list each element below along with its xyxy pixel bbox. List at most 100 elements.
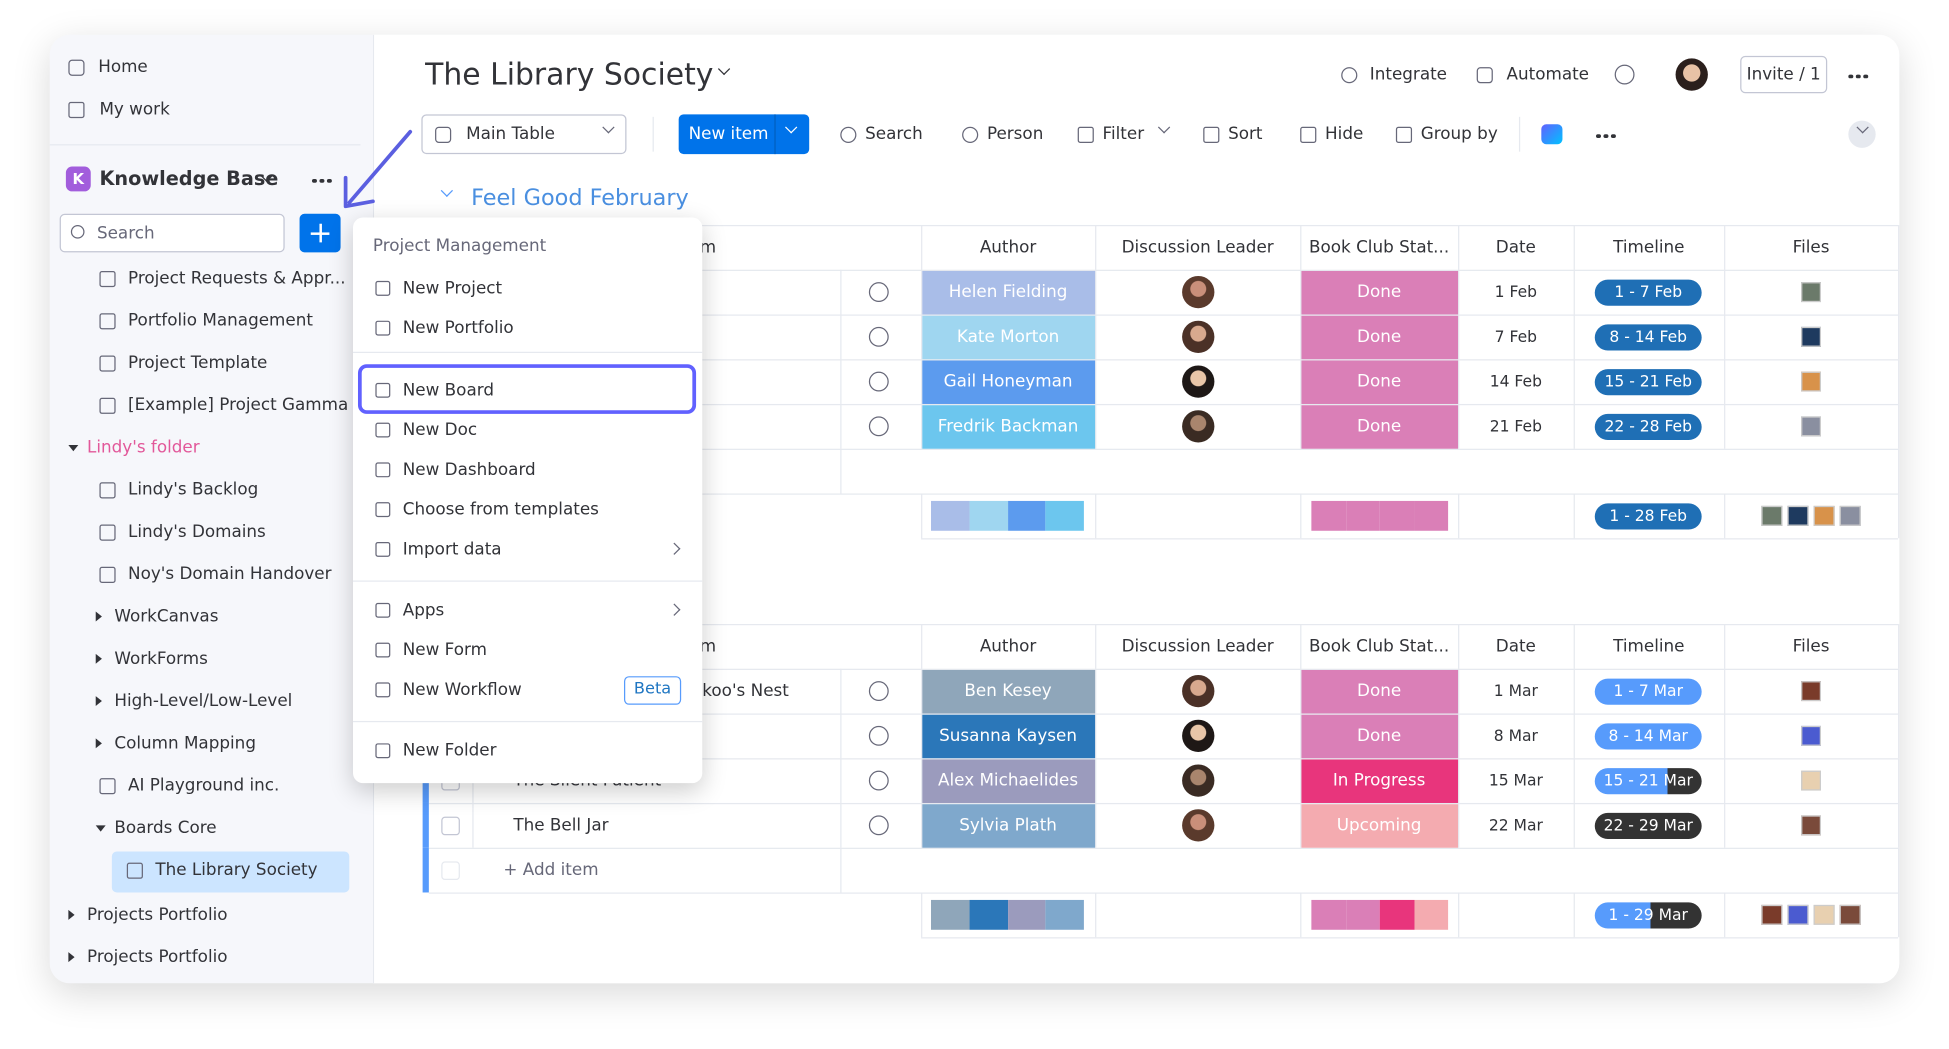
- summary-status: [1345, 500, 1380, 531]
- conversation-icon[interactable]: [868, 282, 889, 303]
- new-item: New item: [688, 124, 769, 145]
- menu-item[interactable]: New Doc: [402, 420, 478, 441]
- leader-avatar: [1182, 410, 1215, 443]
- search-box[interactable]: [59, 213, 285, 253]
- invite-button[interactable]: [1740, 55, 1828, 94]
- dot: [1848, 73, 1853, 79]
- toolbar-tool[interactable]: Hide: [1325, 124, 1364, 145]
- sidebar-board[interactable]: Lindy's Domains: [128, 522, 266, 542]
- sidebar-board[interactable]: Lindy's Backlog: [128, 479, 259, 500]
- divider: [1724, 623, 1726, 669]
- conversation-icon[interactable]: [868, 725, 889, 746]
- timeline: 15 - 21 Mar: [1603, 770, 1693, 790]
- conversation-icon[interactable]: [868, 681, 889, 702]
- item-name[interactable]: The Bell Jar: [513, 815, 609, 836]
- divider: [840, 713, 842, 759]
- toolbar-tool[interactable]: Search: [865, 124, 923, 145]
- divider: [1724, 493, 1726, 539]
- nav-home[interactable]: Home: [98, 57, 148, 78]
- conversation-icon[interactable]: [868, 326, 889, 347]
- sidebar-board[interactable]: Portfolio Management: [128, 310, 313, 331]
- toolbar-tool[interactable]: Filter: [1102, 124, 1145, 145]
- conversation-icon[interactable]: [868, 371, 889, 392]
- icon: [99, 777, 116, 794]
- sidebar-board[interactable]: Project Template: [128, 353, 268, 373]
- conversation-icon[interactable]: [868, 416, 889, 437]
- expander[interactable]: [95, 611, 102, 622]
- toolbar-tool[interactable]: Person: [986, 124, 1044, 145]
- sidebar-folder[interactable]: High-Level/Low-Level: [114, 691, 293, 711]
- column-header: Author: [979, 237, 1037, 258]
- expander[interactable]: [95, 825, 106, 832]
- column-header: Author: [979, 636, 1037, 657]
- menu-item[interactable]: New Portfolio: [402, 318, 514, 339]
- menu-item[interactable]: Choose from templates: [402, 499, 599, 520]
- menu-item[interactable]: New Board: [402, 380, 494, 401]
- group-title[interactable]: Feel Good February: [471, 185, 689, 212]
- item-name[interactable]: koo's Nest: [702, 681, 789, 702]
- ai-logo[interactable]: [1541, 124, 1563, 145]
- menu-item[interactable]: New Form: [402, 640, 487, 661]
- toolbar-tool[interactable]: Sort: [1228, 124, 1263, 145]
- sidebar-board[interactable]: AI Playground inc.: [128, 775, 280, 796]
- timeline: 22 - 29 Mar: [1603, 815, 1693, 835]
- integrate[interactable]: Integrate: [1369, 64, 1448, 85]
- expander[interactable]: [95, 738, 102, 749]
- divider: [1573, 668, 1575, 714]
- add-item[interactable]: + Add item: [503, 860, 599, 881]
- divider: [1095, 493, 1097, 539]
- divider: [1458, 269, 1460, 315]
- sidebar-board[interactable]: The Library Society: [155, 860, 318, 881]
- divider: [921, 314, 923, 360]
- updates-icon[interactable]: [1614, 64, 1635, 85]
- selected-item: [111, 851, 350, 893]
- workspace-name[interactable]: Knowledge Base: [99, 167, 279, 191]
- sidebar-folder[interactable]: Projects Portfolio: [87, 904, 228, 925]
- divider: [1573, 403, 1575, 449]
- menu-item[interactable]: New Project: [402, 278, 503, 299]
- sidebar-folder[interactable]: Projects Portfolio: [87, 947, 228, 968]
- icon: [126, 862, 143, 879]
- divider: [1518, 116, 1521, 152]
- new-item-button[interactable]: [678, 114, 810, 155]
- menu-item[interactable]: New Folder: [402, 740, 497, 761]
- nav-my-work[interactable]: My work: [99, 99, 170, 120]
- menu-item[interactable]: New Dashboard: [402, 459, 536, 480]
- leader-avatar: [1182, 719, 1215, 753]
- checkbox[interactable]: [441, 816, 460, 836]
- divider: [1300, 713, 1302, 759]
- toolbar-tool[interactable]: Group by: [1420, 124, 1498, 145]
- collapse-button[interactable]: [1848, 120, 1876, 148]
- sidebar-folder[interactable]: Column Mapping: [114, 733, 256, 754]
- conversation-icon[interactable]: [868, 815, 889, 836]
- view-select[interactable]: [421, 114, 627, 155]
- expander[interactable]: [95, 696, 102, 707]
- sidebar-board[interactable]: Noy's Domain Handover: [128, 564, 332, 585]
- sidebar-folder[interactable]: WorkCanvas: [114, 606, 219, 627]
- divider: [1724, 403, 1726, 449]
- divider: [1898, 892, 1900, 938]
- expander[interactable]: [68, 444, 79, 452]
- expander[interactable]: [95, 653, 102, 664]
- author: Helen Fielding: [948, 282, 1068, 303]
- folder-name[interactable]: Lindy's folder: [87, 437, 200, 458]
- expander[interactable]: [68, 952, 75, 963]
- expander[interactable]: [68, 909, 75, 920]
- sidebar-board[interactable]: Project Requests & Appr...: [128, 268, 346, 289]
- status: Done: [1357, 416, 1402, 437]
- menu-item[interactable]: Import data: [402, 539, 502, 560]
- divider: [1898, 224, 1900, 270]
- menu-item[interactable]: Apps: [402, 600, 445, 621]
- timeline-pill: [1594, 678, 1702, 705]
- sidebar-board[interactable]: [Example] Project Gamma: [128, 395, 349, 416]
- conversation-icon[interactable]: [868, 770, 889, 791]
- menu-item[interactable]: New Workflow: [402, 679, 522, 700]
- sidebar-folder[interactable]: Boards Core: [114, 817, 217, 838]
- icon: [375, 280, 391, 296]
- add-button[interactable]: [299, 213, 341, 253]
- sidebar-folder[interactable]: WorkForms: [114, 648, 208, 669]
- date: 1 Feb: [1494, 282, 1538, 301]
- automate[interactable]: Automate: [1506, 64, 1590, 85]
- author: Gail Honeyman: [943, 371, 1073, 392]
- divider: [1300, 623, 1302, 669]
